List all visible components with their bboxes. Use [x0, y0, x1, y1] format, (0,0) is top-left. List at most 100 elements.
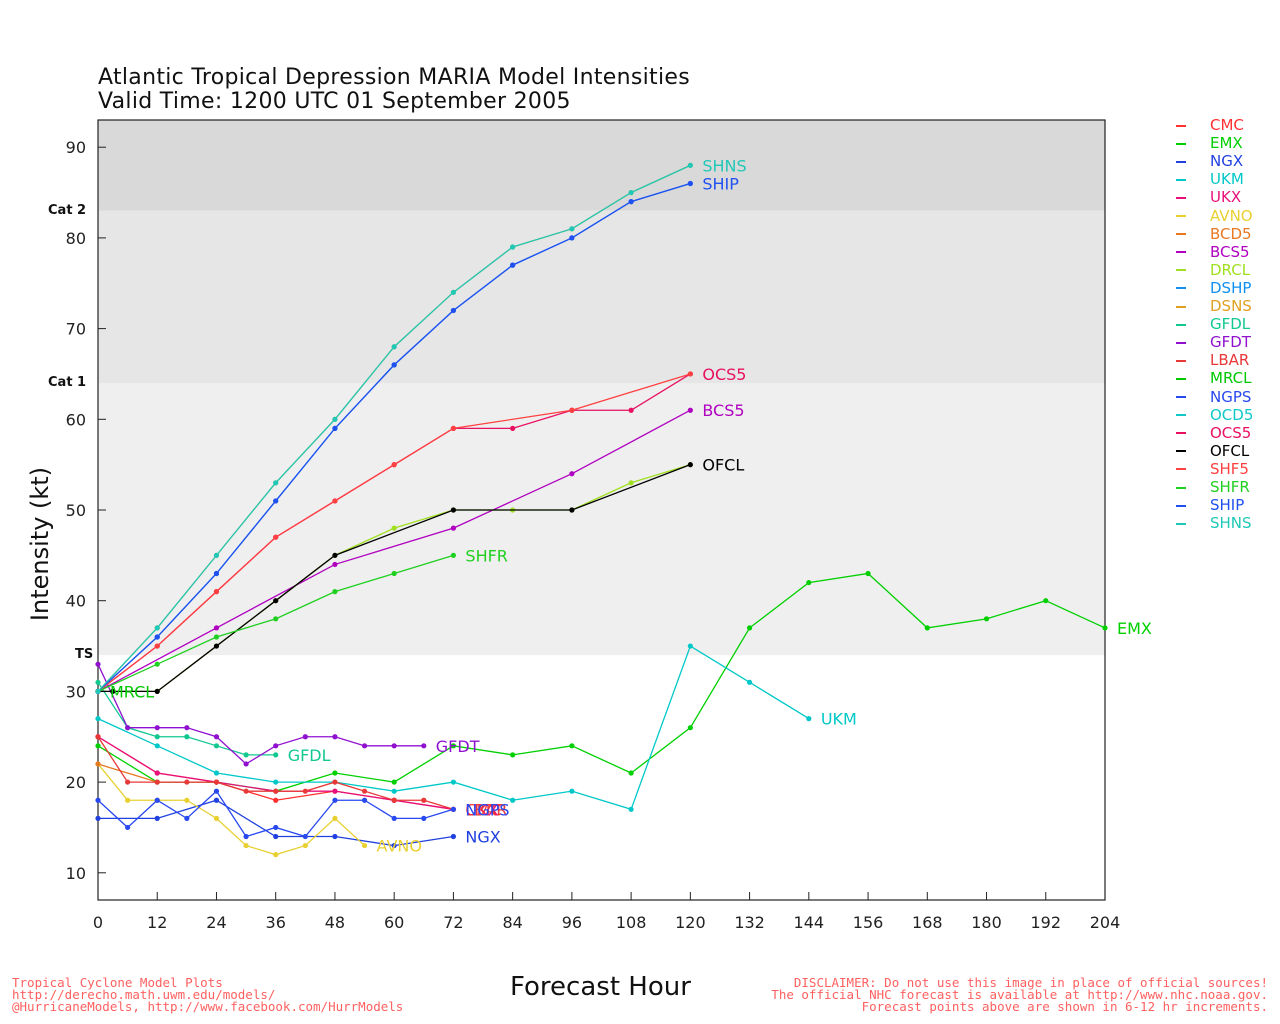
legend-swatch — [1176, 251, 1186, 254]
data-point — [243, 833, 249, 840]
data-point — [450, 552, 457, 558]
legend-label: EMX — [1210, 134, 1243, 153]
series-bcs5 — [95, 407, 693, 694]
x-tick-label: 60 — [384, 913, 404, 932]
legend-item-ngps: NGPS — [1176, 388, 1251, 406]
legend-swatch — [1176, 450, 1186, 453]
x-tick-label: 96 — [562, 913, 582, 932]
legend-label: DRCL — [1210, 260, 1251, 279]
series-line — [97, 663, 424, 765]
legend-swatch — [1176, 323, 1186, 326]
x-tick-label: 36 — [266, 913, 286, 932]
data-point — [391, 842, 397, 849]
data-point — [213, 552, 220, 558]
data-point — [332, 552, 338, 558]
y-tick-label: 40 — [66, 592, 86, 611]
data-point — [391, 788, 397, 794]
footer-left-line[interactable]: @HurricaneModels, http://www.facebook.co… — [12, 999, 404, 1014]
legend-swatch — [1176, 196, 1186, 199]
legend-item-drcl: DRCL — [1176, 261, 1250, 279]
data-point — [510, 797, 516, 803]
legend-label: SHF5 — [1210, 459, 1249, 478]
data-point — [569, 226, 575, 232]
legend-item-avno: AVNO — [1176, 207, 1253, 225]
data-point — [273, 498, 279, 504]
data-point — [302, 833, 308, 840]
data-point — [273, 743, 279, 749]
data-point — [154, 779, 160, 785]
series-gfdt — [95, 661, 427, 767]
legend-item-ship: SHIP — [1176, 496, 1244, 514]
data-point — [95, 679, 101, 685]
data-point — [273, 852, 279, 858]
legend-swatch — [1176, 377, 1186, 380]
data-point — [154, 770, 160, 776]
data-point — [361, 797, 368, 803]
data-point — [332, 788, 338, 794]
series-label-gfdt: GFDT — [436, 737, 480, 756]
series-ngx — [95, 797, 457, 849]
data-point — [1102, 625, 1108, 631]
data-point — [391, 344, 397, 350]
data-point — [687, 725, 693, 731]
data-point — [273, 833, 279, 840]
data-point — [450, 425, 457, 431]
footer-left: Tropical Cyclone Model Plots http://dere… — [12, 976, 404, 1014]
y-tick-label: 50 — [66, 501, 86, 520]
legend-swatch — [1176, 142, 1186, 145]
legend-item-ukm: UKM — [1176, 170, 1244, 188]
legend-label: DSHP — [1210, 278, 1252, 297]
data-point — [332, 498, 338, 504]
series-label-avno: AVNO — [377, 837, 422, 856]
y-tick-label: 90 — [66, 138, 86, 157]
x-tick-label: 192 — [1030, 913, 1061, 932]
series-label-shfr: SHFR — [465, 546, 508, 565]
legend-label: DSNS — [1210, 297, 1252, 315]
legend-swatch — [1176, 468, 1186, 471]
legend-label: SHFR — [1210, 478, 1250, 496]
data-point — [391, 362, 397, 368]
intensity-band — [98, 120, 1105, 211]
data-point — [569, 235, 575, 241]
x-tick-label: 72 — [443, 913, 463, 932]
data-point — [450, 507, 457, 513]
data-point — [213, 734, 220, 740]
data-point — [628, 407, 634, 413]
data-point — [154, 797, 160, 803]
data-point — [391, 797, 397, 803]
legend-item-lbar: LBAR — [1176, 351, 1249, 369]
legend-item-dsns: DSNS — [1176, 297, 1252, 315]
intensity-band — [98, 383, 1105, 656]
data-point — [628, 189, 634, 196]
y-axis-label: Intensity (kt) — [26, 466, 54, 622]
data-point — [213, 743, 220, 749]
data-point — [125, 797, 131, 803]
data-point — [213, 815, 220, 821]
data-point — [687, 162, 693, 168]
series-ngps — [95, 788, 457, 840]
data-point — [243, 752, 249, 758]
legend-item-emx: EMX — [1176, 134, 1243, 152]
chart-title: Atlantic Tropical Depression MARIA Model… — [98, 65, 690, 90]
data-point — [154, 634, 160, 640]
data-point — [154, 625, 160, 631]
legend-item-shf5: SHF5 — [1176, 460, 1249, 478]
data-point — [154, 643, 160, 649]
data-point — [213, 643, 220, 649]
data-point — [273, 534, 279, 540]
legend-label: BCS5 — [1210, 242, 1250, 261]
legend-item-shns: SHNS — [1176, 514, 1252, 532]
series-label-gfdl: GFDL — [288, 746, 331, 765]
data-point — [154, 815, 160, 821]
legend-label: SHNS — [1210, 514, 1252, 533]
legend-swatch — [1176, 305, 1186, 308]
legend-swatch — [1176, 359, 1186, 362]
footer-left-line[interactable]: http://derecho.math.uwm.edu/models/ — [12, 987, 276, 1002]
data-point — [154, 661, 160, 667]
data-point — [687, 407, 693, 413]
data-point — [184, 725, 190, 731]
data-point — [421, 797, 427, 803]
data-point — [184, 815, 190, 821]
data-point — [924, 625, 930, 631]
